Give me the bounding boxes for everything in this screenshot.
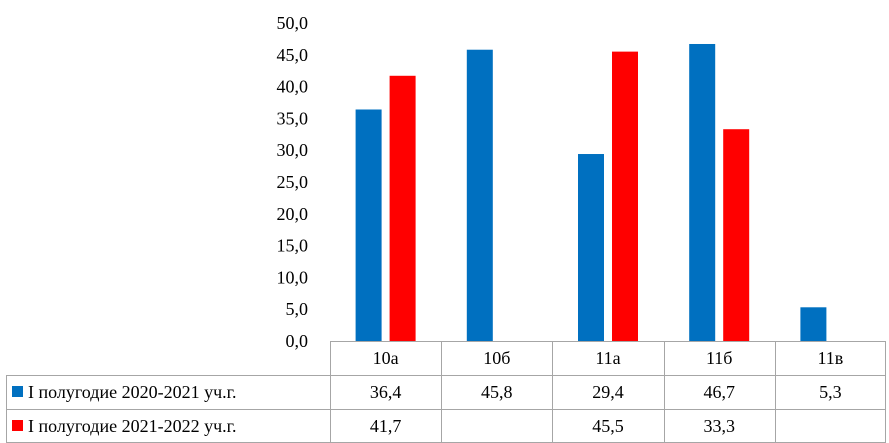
data-label-1: 5,3	[819, 382, 842, 402]
data-table: 10а 10б 11а 11б 11в I полугодие 2020-2021 уч.…	[6, 341, 886, 443]
data-label-1: 46,7	[703, 382, 735, 402]
bar-2	[612, 51, 638, 342]
bars	[355, 43, 827, 342]
y-tick-label: 40,0	[277, 77, 309, 97]
bar-1	[355, 109, 382, 341]
data-label-1: 29,4	[592, 382, 624, 402]
data-label-1: 45,8	[481, 382, 513, 402]
y-tick-label: 0,0	[286, 331, 309, 351]
y-tick-label: 10,0	[277, 267, 309, 287]
bar-1	[578, 154, 604, 341]
y-tick-label: 50,0	[277, 13, 309, 33]
data-label-1: 36,4	[370, 382, 402, 402]
y-tick-label: 35,0	[277, 108, 309, 128]
category-label: 10б	[483, 348, 510, 368]
y-tick-label: 30,0	[277, 140, 309, 160]
bar-1	[466, 49, 493, 341]
y-tick-label: 15,0	[277, 236, 309, 256]
bar-2	[723, 129, 750, 341]
category-label: 10а	[373, 348, 399, 368]
category-label: 11в	[817, 348, 843, 368]
data-label-2: 45,5	[592, 416, 624, 436]
y-tick-label: 25,0	[277, 172, 309, 192]
data-label-2: 33,3	[703, 416, 735, 436]
y-tick-label: 5,0	[286, 299, 309, 319]
bar-1	[800, 307, 827, 341]
bar-1	[689, 43, 716, 341]
category-label: 11б	[706, 348, 733, 368]
legend-key-1	[12, 386, 23, 397]
legend-label-1: I полугодие 2020-2021 уч.г.	[28, 382, 236, 402]
legend-key-2	[12, 420, 23, 431]
data-label-2: 41,7	[370, 416, 402, 436]
y-axis-ticks: 0,0 5,0 10,0 15,0 20,0 25,0 30,0 35,0 40,0 45,0 50…	[277, 13, 309, 351]
legend-label-2: I полугодие 2021-2022 уч.г.	[28, 416, 236, 436]
y-tick-label: 20,0	[277, 204, 309, 224]
bar-2	[389, 75, 416, 342]
category-label: 11а	[595, 348, 620, 368]
y-tick-label: 45,0	[277, 45, 309, 65]
